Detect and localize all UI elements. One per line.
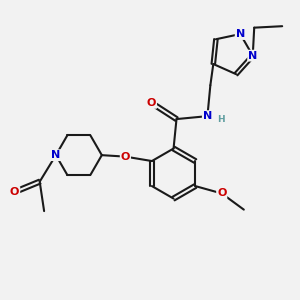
Text: N: N [51, 150, 61, 160]
Text: N: N [248, 51, 257, 61]
Text: O: O [10, 187, 20, 197]
Text: N: N [236, 29, 245, 39]
Text: O: O [121, 152, 130, 162]
Text: H: H [217, 115, 224, 124]
Text: O: O [147, 98, 156, 108]
Text: O: O [217, 188, 226, 198]
Text: N: N [203, 111, 212, 121]
